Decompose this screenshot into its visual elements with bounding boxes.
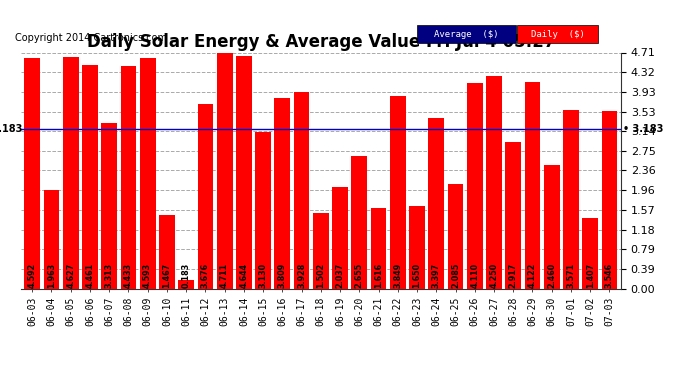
Text: 2.460: 2.460 (547, 263, 556, 288)
Text: 1.502: 1.502 (316, 263, 326, 288)
Text: 0.183: 0.183 (181, 263, 190, 288)
Text: 3.809: 3.809 (278, 263, 287, 288)
Title: Daily Solar Energy & Average Value Fri Jul 4 05:27: Daily Solar Energy & Average Value Fri J… (87, 33, 555, 51)
Bar (505, 142, 521, 289)
FancyBboxPatch shape (417, 26, 516, 43)
Bar (140, 58, 155, 289)
Bar (467, 82, 483, 289)
Text: 4.461: 4.461 (86, 263, 95, 288)
Bar (524, 82, 540, 289)
Text: 4.122: 4.122 (528, 263, 537, 288)
Text: • 3.183: • 3.183 (623, 124, 663, 134)
Bar (332, 187, 348, 289)
Text: 1.963: 1.963 (47, 263, 56, 288)
Text: 2.085: 2.085 (451, 263, 460, 288)
Text: 4.433: 4.433 (124, 263, 133, 288)
Bar (178, 280, 194, 289)
FancyBboxPatch shape (517, 26, 598, 43)
Bar (275, 98, 290, 289)
Text: 4.110: 4.110 (471, 263, 480, 288)
Bar (428, 118, 444, 289)
Text: 4.592: 4.592 (28, 263, 37, 288)
Text: 3.849: 3.849 (393, 263, 402, 288)
Bar (236, 56, 252, 289)
Text: 4.644: 4.644 (239, 263, 248, 288)
Bar (486, 76, 502, 289)
Bar (294, 92, 310, 289)
Text: 4.627: 4.627 (66, 263, 75, 288)
Text: 1.650: 1.650 (413, 263, 422, 288)
Text: 1.467: 1.467 (162, 263, 171, 288)
Bar (197, 104, 213, 289)
Text: 2.655: 2.655 (355, 263, 364, 288)
Text: 3.313: 3.313 (105, 263, 114, 288)
Bar (217, 53, 233, 289)
Bar (82, 65, 98, 289)
Bar (582, 218, 598, 289)
Text: 3.928: 3.928 (297, 263, 306, 288)
Text: 2.037: 2.037 (335, 263, 344, 288)
Bar (101, 123, 117, 289)
Bar (121, 66, 137, 289)
Bar (390, 96, 406, 289)
Text: Average  ($): Average ($) (434, 30, 499, 39)
Bar (409, 206, 425, 289)
Bar (448, 184, 464, 289)
Text: • 3.183: • 3.183 (0, 124, 23, 134)
Bar (159, 215, 175, 289)
Text: 4.250: 4.250 (489, 263, 498, 288)
Bar (351, 156, 367, 289)
Text: Copyright 2014 Cartronics.com: Copyright 2014 Cartronics.com (14, 33, 167, 43)
Bar (563, 110, 579, 289)
Text: 4.593: 4.593 (144, 263, 152, 288)
Text: 1.407: 1.407 (586, 263, 595, 288)
Bar (371, 208, 386, 289)
Text: 4.711: 4.711 (220, 263, 229, 288)
Bar (602, 111, 618, 289)
Text: 3.676: 3.676 (201, 263, 210, 288)
Bar (313, 213, 328, 289)
Text: 3.397: 3.397 (432, 263, 441, 288)
Text: 3.571: 3.571 (566, 263, 575, 288)
Text: 2.917: 2.917 (509, 263, 518, 288)
Bar (255, 132, 271, 289)
Bar (43, 190, 59, 289)
Bar (24, 58, 40, 289)
Bar (544, 165, 560, 289)
Text: 3.130: 3.130 (259, 263, 268, 288)
Bar (63, 57, 79, 289)
Text: 3.546: 3.546 (605, 263, 614, 288)
Text: Daily  ($): Daily ($) (531, 30, 584, 39)
Text: 1.616: 1.616 (374, 263, 383, 288)
